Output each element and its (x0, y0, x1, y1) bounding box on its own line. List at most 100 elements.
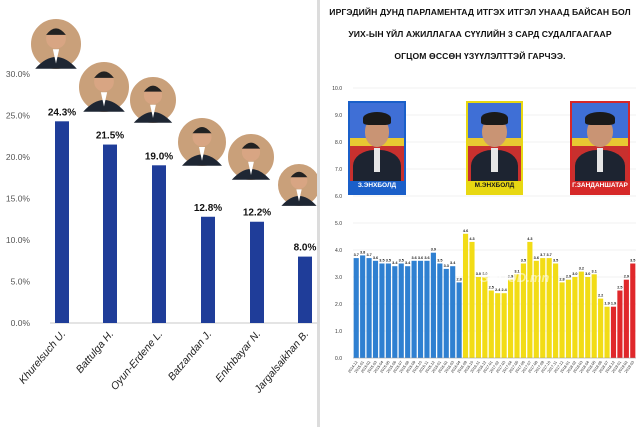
y-tick-label: 5.0 (335, 221, 342, 227)
parliament-trust-chart-panel: ИРГЭДИЙН ДУНД ПАРЛАМЕНТАД ИТГЭХ ИТГЭЛ УН… (320, 0, 640, 427)
bar (598, 298, 604, 358)
x-tick-label: 2016.03 (444, 360, 455, 374)
bar-value-label: 2.8 (456, 277, 461, 281)
speaker-name-3: Г.ЗАНДАНШАТАР (572, 181, 628, 193)
bar-value-label: 3.6 (411, 256, 416, 260)
y-tick-label: 5.0% (11, 277, 31, 287)
x-tick-label: 2017.09 (534, 360, 545, 374)
bar-value-label: 3.5 (553, 259, 558, 263)
x-tick-label: 2018.12 (605, 360, 616, 374)
bar (501, 293, 507, 358)
x-tick-label: 2018.07 (598, 360, 609, 374)
bar-value-label: 3.1 (514, 269, 519, 273)
x-tick-label: 2019.01 (611, 360, 622, 374)
bar-value-label: 3.7 (540, 253, 545, 257)
bar-value-label: 2.8 (559, 277, 564, 281)
speaker-name-2: М.ЭНХБОЛД (468, 181, 521, 193)
bar (456, 282, 462, 358)
x-tick-label: 2018.02 (566, 360, 577, 374)
watermark: SHUUD.mn (480, 270, 550, 285)
x-tick-label: 2018.03 (572, 360, 583, 374)
x-tick-label: 2017.11 (547, 360, 558, 373)
bar-value-label: 3.6 (534, 256, 539, 260)
x-tick-label: 2015.02 (360, 360, 371, 374)
bar (417, 260, 424, 358)
bar (398, 263, 404, 358)
parliament-trust-chart: 0.0 1.0 2.0 3.0 4.0 5.0 6.0 7.0 8.0 9.0 10.0 3.7 201… (332, 86, 636, 374)
portrait-shirt (248, 161, 254, 175)
bar-value-label: 12.8% (194, 203, 222, 214)
bar (514, 274, 520, 358)
bar (508, 279, 514, 358)
bar (385, 263, 391, 358)
y-tick-label: 9.0 (335, 113, 342, 119)
bar (424, 260, 430, 358)
bar-value-label: 3.0 (476, 272, 481, 276)
x-tick-label: 2015.05 (380, 360, 391, 374)
bar-value-label: 3.9 (431, 248, 436, 252)
y-tick-label: 15.0% (6, 194, 31, 204)
bar-value-label: 3.7 (547, 253, 552, 257)
portrait-shirt (199, 147, 205, 161)
candidate-rating-chart-panel: 0.0% 5.0% 10.0% 15.0% 20.0% 25.0% 30.0% 24.3% Kh… (5, 0, 320, 427)
x-tick-label: 2016.04 (450, 360, 461, 374)
x-tick-label: 2018.06 (592, 360, 603, 374)
bar (565, 279, 572, 358)
bar-value-label: 3.3 (444, 264, 449, 268)
speaker-portrait-icon (468, 103, 521, 181)
bar (353, 258, 359, 358)
portrait-hair (94, 71, 114, 78)
bar-value-label: 2.9 (508, 275, 513, 279)
bar-value-label: 2.4 (495, 288, 501, 292)
bar-value-label: 12.2% (243, 208, 271, 219)
chart-title-line-3: ОГЦОМ ӨССӨН ҮЗҮҮЛЭЛТТЭЙ ГАРЧЭЭ. (394, 51, 566, 61)
bar (366, 258, 372, 358)
x-tick-label: 2018.01 (560, 360, 571, 374)
portrait-hair (290, 171, 308, 178)
bar (604, 306, 610, 358)
bar-value-label: 3.0 (572, 272, 577, 276)
x-tick-label: 2017.05 (508, 360, 519, 374)
x-tick-label: 2019.03 (624, 360, 635, 374)
x-tick-label: 2018.04 (579, 360, 590, 374)
bar-value-label: 3.6 (373, 256, 378, 260)
x-tick-label: 2018.05 (585, 360, 596, 374)
x-tick-label: 2015.09 (405, 360, 416, 374)
bar (392, 266, 398, 358)
x-tick-label: 2017.01 (482, 360, 493, 374)
chart-title-line-2: УИХ-ЫН ҮЙЛ АЖИЛЛАГАА СҮҮЛИЙН 3 САРД СУДА… (348, 29, 612, 39)
y-tick-label: 3.0 (335, 275, 342, 281)
bar (443, 268, 449, 358)
bar (250, 221, 264, 323)
portrait-hair (143, 85, 163, 92)
x-tick-label: 2016.09 (457, 360, 468, 374)
speaker-photo-2: М.ЭНХБОЛД (466, 101, 523, 195)
bar-value-label: 3.4 (405, 261, 411, 265)
bar-value-label: 4.3 (469, 237, 474, 241)
portrait-shirt (100, 92, 108, 107)
y-tick-label: 0.0 (335, 356, 342, 362)
y-tick-label: 10.0 (332, 86, 342, 92)
bar (379, 263, 385, 358)
bar (488, 290, 494, 358)
portrait-hair (192, 127, 212, 134)
bar-value-label: 3.0 (482, 272, 487, 276)
bar (360, 255, 366, 358)
x-tick-label: 2015.12 (425, 360, 436, 374)
portrait-shirt (150, 104, 156, 118)
y-tick-label: 2.0 (335, 302, 342, 308)
bar (450, 266, 456, 358)
bar-value-label: 2.2 (598, 294, 603, 298)
x-tick-label: 2015.03 (367, 360, 378, 374)
x-tick-label: 2016.01 (431, 360, 442, 374)
bar-value-label: 8.0% (294, 243, 317, 254)
bar (469, 241, 475, 358)
bar-value-label: 1.9 (604, 302, 609, 306)
bar (298, 256, 312, 323)
y-tick-label: 0.0% (11, 318, 31, 328)
bar (540, 258, 546, 358)
x-tick-label: 2016.11 (470, 360, 481, 373)
bar-value-label: 3.5 (399, 259, 404, 263)
bar-value-label: 2.9 (624, 275, 629, 279)
x-tick-label: 2015.10 (412, 360, 423, 374)
